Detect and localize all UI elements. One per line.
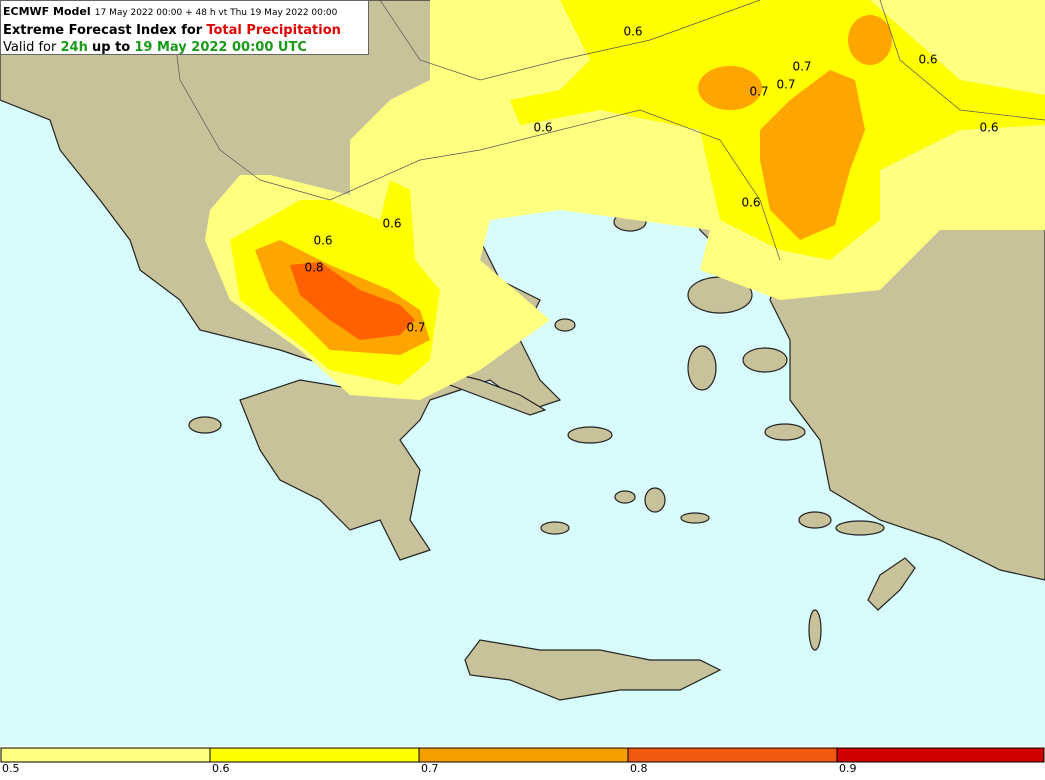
- contour-label: 0.6: [382, 217, 401, 231]
- parameter: Total Precipitation: [206, 23, 341, 38]
- contour-label: 0.7: [792, 60, 811, 74]
- period: 24h: [60, 40, 88, 55]
- colorbar-segment: [627, 747, 838, 763]
- colorbar-segment: [0, 747, 211, 763]
- contour-label: 0.7: [406, 321, 425, 335]
- up-to: up to: [91, 40, 131, 55]
- contour-label: 0.6: [741, 196, 760, 210]
- contour-labels: 0.6 0.6 0.7 0.7 0.7 0.6 0.6 0.6 0.6 0.6 …: [304, 25, 998, 335]
- index-title: Extreme Forecast Index for: [3, 23, 203, 38]
- colorbar-label: 0.9: [839, 762, 857, 775]
- title-box: ECMWF Model 17 May 2022 00:00 + 48 h vt …: [0, 0, 369, 55]
- colorbar-label: 0.5: [2, 762, 20, 775]
- borders: [169, 0, 1045, 261]
- efi-shading: [205, 0, 1045, 400]
- contour-label: 0.6: [623, 25, 642, 39]
- valid-prefix: Valid for: [3, 40, 57, 55]
- contour-label: 0.6: [979, 121, 998, 135]
- colorbar-label: 0.7: [421, 762, 439, 775]
- colorbar-segment: [418, 747, 629, 763]
- colorbar-label: 0.6: [212, 762, 230, 775]
- colorbar-label: 0.8: [630, 762, 648, 775]
- colorbar-segment: [836, 747, 1045, 763]
- colorbar-segment: [209, 747, 420, 763]
- colorbar: [0, 747, 1045, 763]
- run-info: 17 May 2022 00:00 + 48 h vt Thu 19 May 2…: [94, 8, 338, 18]
- valid-time: 19 May 2022 00:00 UTC: [134, 40, 307, 55]
- contour-label: 0.7: [776, 78, 795, 92]
- contour-label: 0.6: [313, 234, 332, 248]
- contour-label: 0.6: [533, 121, 552, 135]
- contour-label: 0.8: [304, 261, 323, 275]
- contour-label: 0.6: [918, 53, 937, 67]
- model: ECMWF Model: [3, 5, 91, 18]
- contour-label: 0.7: [749, 85, 768, 99]
